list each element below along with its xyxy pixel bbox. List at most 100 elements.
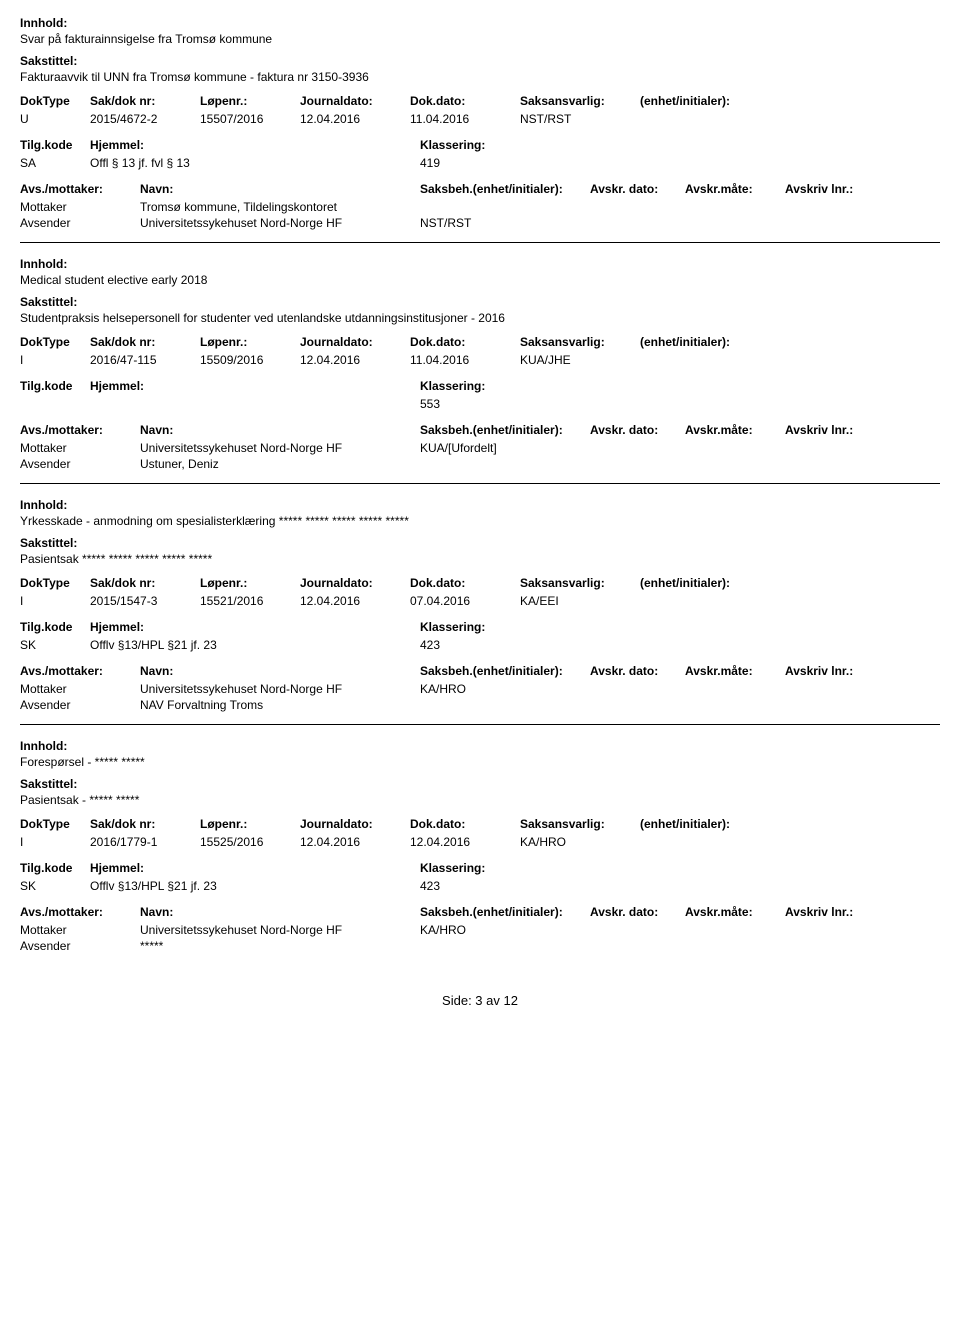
column-header: Sak/dok nr: [90,94,200,108]
column-value: 2016/1779-1 [90,835,200,849]
column-value: 11.04.2016 [410,353,520,367]
column-header: Saksbeh.(enhet/initialer): [420,905,590,919]
column-value: KUA/JHE [520,353,640,367]
party-role: Avsender [20,457,140,471]
hjemmel-value-row: 553 [20,397,940,411]
column-header: Klassering: [420,379,620,393]
hjemmel-value-row: SKOfflv §13/HPL §21 jf. 23423 [20,879,940,893]
column-value: SK [20,879,90,893]
column-value [640,594,780,608]
main-header-row: DokTypeSak/dok nr:Løpenr.:Journaldato:Do… [20,576,940,590]
column-header: Journaldato: [300,576,410,590]
party-header-row: Avs./mottaker:Navn:Saksbeh.(enhet/initia… [20,905,940,919]
sakstittel-label: Sakstittel: [20,295,940,309]
party-role: Mottaker [20,441,140,455]
column-value: KA/EEI [520,594,640,608]
column-value [90,397,420,411]
column-header: Navn: [140,905,420,919]
party-saksbeh: KA/HRO [420,682,590,696]
hjemmel-value-row: SAOffl § 13 jf. fvl § 13419 [20,156,940,170]
party-name: Ustuner, Deniz [140,457,420,471]
party-header-row: Avs./mottaker:Navn:Saksbeh.(enhet/initia… [20,182,940,196]
innhold-label: Innhold: [20,257,940,271]
column-header: Avskriv lnr.: [785,182,880,196]
column-header: Saksansvarlig: [520,576,640,590]
party-header-row: Avs./mottaker:Navn:Saksbeh.(enhet/initia… [20,423,940,437]
column-value: 07.04.2016 [410,594,520,608]
innhold-label: Innhold: [20,16,940,30]
party-role: Mottaker [20,200,140,214]
column-header: Dok.dato: [410,94,520,108]
column-header: Dok.dato: [410,576,520,590]
column-header: Avskr. dato: [590,182,685,196]
party-header-row: Avs./mottaker:Navn:Saksbeh.(enhet/initia… [20,664,940,678]
party-saksbeh: NST/RST [420,216,590,230]
hjemmel-header-row: Tilg.kodeHjemmel:Klassering: [20,620,940,634]
column-header: Saksansvarlig: [520,94,640,108]
party-row: MottakerTromsø kommune, Tildelingskontor… [20,200,940,214]
column-header: Dok.dato: [410,335,520,349]
column-value: Offl § 13 jf. fvl § 13 [90,156,420,170]
party-role: Avsender [20,698,140,712]
column-header: Saksansvarlig: [520,817,640,831]
innhold-text: Svar på fakturainnsigelse fra Tromsø kom… [20,32,940,46]
main-value-row: I2016/47-11515509/201612.04.201611.04.20… [20,353,940,367]
page-footer: Side: 3 av 12 [20,993,940,1008]
hjemmel-header-row: Tilg.kodeHjemmel:Klassering: [20,138,940,152]
sakstittel-label: Sakstittel: [20,54,940,68]
party-row: Avsender***** [20,939,940,953]
party-saksbeh: KA/HRO [420,923,590,937]
record-separator [20,242,940,243]
column-header: Tilg.kode [20,138,90,152]
party-row: MottakerUniversitetssykehuset Nord-Norge… [20,441,940,455]
column-value: KA/HRO [520,835,640,849]
column-header: Klassering: [420,620,620,634]
party-row: MottakerUniversitetssykehuset Nord-Norge… [20,923,940,937]
column-value: I [20,594,90,608]
column-header: Saksansvarlig: [520,335,640,349]
main-value-row: I2015/1547-315521/201612.04.201607.04.20… [20,594,940,608]
column-value: 12.04.2016 [300,112,410,126]
innhold-label: Innhold: [20,498,940,512]
column-header: Klassering: [420,138,620,152]
column-header: (enhet/initialer): [640,94,780,108]
column-header: Løpenr.: [200,576,300,590]
main-header-row: DokTypeSak/dok nr:Løpenr.:Journaldato:Do… [20,817,940,831]
column-header: Avskr.måte: [685,423,785,437]
party-saksbeh [420,698,590,712]
column-value: 11.04.2016 [410,112,520,126]
column-value: 419 [420,156,620,170]
column-header: Avskriv lnr.: [785,664,880,678]
innhold-text: Forespørsel - ***** ***** [20,755,940,769]
column-value [640,353,780,367]
column-header: DokType [20,335,90,349]
column-header: DokType [20,576,90,590]
column-header: Hjemmel: [90,138,420,152]
column-header: Avskriv lnr.: [785,905,880,919]
column-value: Offlv §13/HPL §21 jf. 23 [90,638,420,652]
column-header: Avskr.måte: [685,664,785,678]
column-value: I [20,353,90,367]
party-role: Avsender [20,939,140,953]
column-header: Avskr.måte: [685,182,785,196]
column-header: Saksbeh.(enhet/initialer): [420,664,590,678]
column-header: Tilg.kode [20,379,90,393]
column-value: NST/RST [520,112,640,126]
column-header: Journaldato: [300,94,410,108]
column-value: 12.04.2016 [300,353,410,367]
column-header: Avs./mottaker: [20,664,140,678]
innhold-text: Medical student elective early 2018 [20,273,940,287]
column-header: Avs./mottaker: [20,905,140,919]
hjemmel-header-row: Tilg.kodeHjemmel:Klassering: [20,861,940,875]
column-header: Hjemmel: [90,861,420,875]
column-value [640,112,780,126]
column-value: 2016/47-115 [90,353,200,367]
column-header: Tilg.kode [20,620,90,634]
party-saksbeh [420,200,590,214]
main-value-row: U2015/4672-215507/201612.04.201611.04.20… [20,112,940,126]
column-header: DokType [20,94,90,108]
column-header: Dok.dato: [410,817,520,831]
hjemmel-header-row: Tilg.kodeHjemmel:Klassering: [20,379,940,393]
innhold-text: Yrkesskade - anmodning om spesialisterkl… [20,514,940,528]
column-value: 15521/2016 [200,594,300,608]
